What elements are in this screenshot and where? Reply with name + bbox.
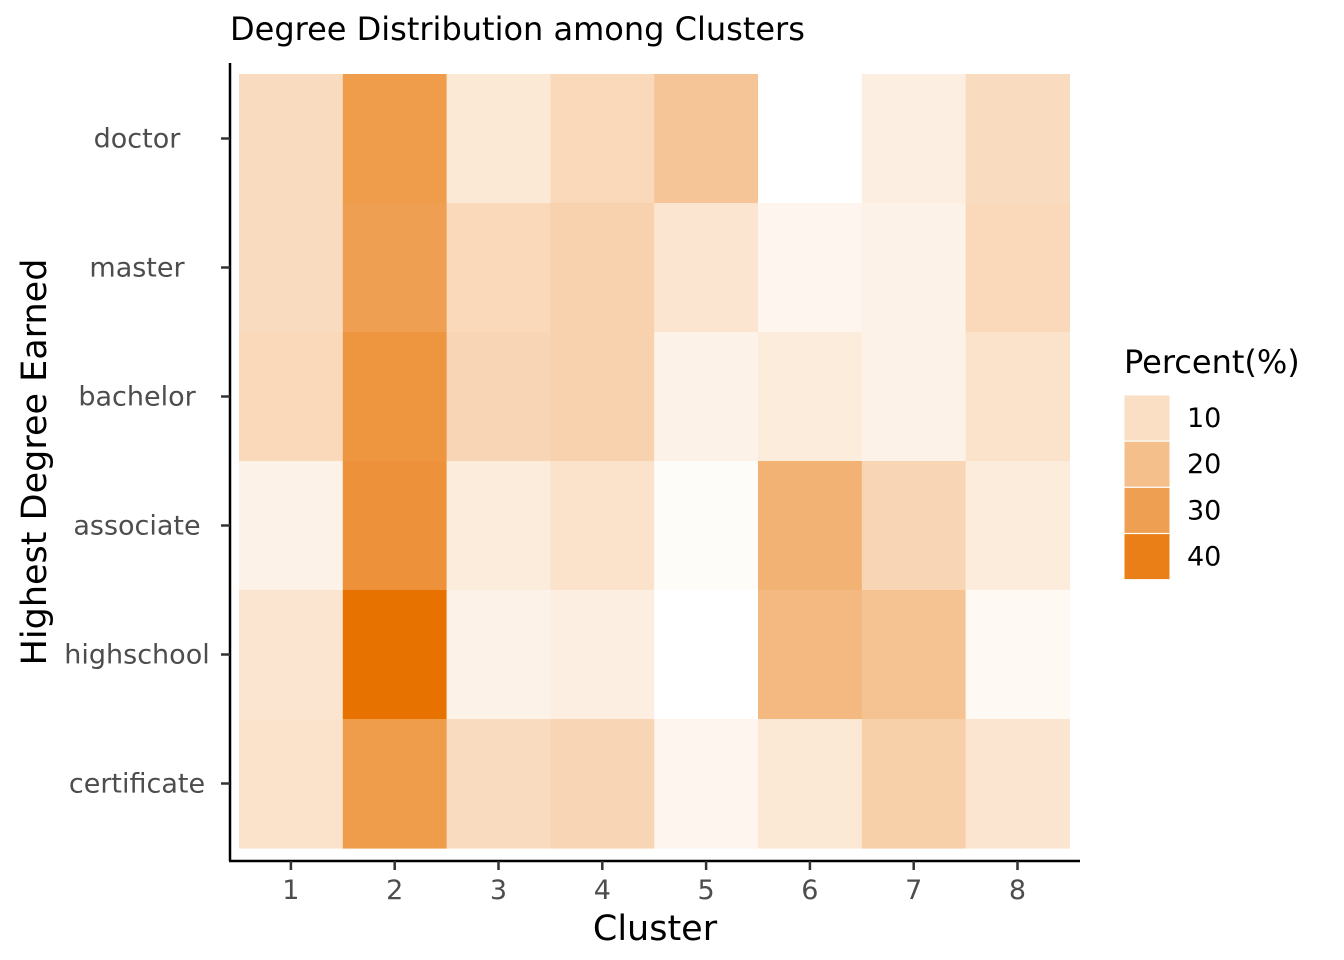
heatmap-cell-doctor-8: [965, 74, 1070, 204]
legend-swatch: [1123, 533, 1171, 581]
heatmap-cell-master-7: [861, 203, 967, 333]
heatmap-cell-master-1: [239, 203, 344, 333]
heatmap-cell-highschool-6: [758, 590, 863, 720]
x-axis-ticks: 1 2 3 4 5 6 7 8: [282, 861, 1026, 906]
heatmap-cell-associate-1: [239, 461, 344, 591]
heatmap-cell-associate-5: [654, 461, 759, 591]
y-tick-label: bachelor: [78, 382, 196, 413]
chart-title: Degree Distribution among Clusters: [230, 10, 805, 48]
x-axis-title: Cluster: [593, 909, 718, 949]
legend-items: 10 20 30 40: [1123, 394, 1221, 581]
heatmap-cells: [239, 74, 1070, 849]
legend-label: 20: [1187, 449, 1221, 480]
heatmap-cell-master-5: [654, 203, 759, 333]
heatmap-cell-certificate-4: [550, 719, 655, 849]
heatmap-cell-associate-3: [446, 461, 551, 591]
heatmap-cell-highschool-2: [342, 590, 448, 720]
heatmap-cell-highschool-3: [446, 590, 551, 720]
legend: Percent(%) 10 20 30 40: [1123, 343, 1300, 581]
heatmap-cell-doctor-1: [239, 74, 344, 204]
heatmap-cell-highschool-5: [654, 590, 759, 720]
heatmap-cell-certificate-7: [861, 719, 967, 849]
heatmap-cell-master-3: [446, 203, 551, 333]
heatmap-cell-certificate-6: [758, 719, 863, 849]
y-axis-title: Highest Degree Earned: [15, 259, 55, 666]
heatmap-cell-bachelor-3: [446, 332, 551, 462]
heatmap-cell-certificate-2: [342, 719, 448, 849]
heatmap-cell-associate-4: [550, 461, 655, 591]
y-tick-label: associate: [73, 511, 200, 542]
y-tick-label: certificate: [69, 769, 205, 800]
heatmap-cell-master-2: [342, 203, 448, 333]
heatmap-cell-highschool-4: [550, 590, 655, 720]
legend-label: 30: [1187, 495, 1221, 526]
legend-label: 10: [1187, 403, 1221, 434]
heatmap-cell-bachelor-7: [861, 332, 967, 462]
heatmap-cell-bachelor-8: [965, 332, 1070, 462]
heatmap-cell-certificate-8: [965, 719, 1070, 849]
heatmap-cell-associate-6: [758, 461, 863, 591]
y-tick-label: highschool: [64, 640, 209, 671]
heatmap-cell-doctor-2: [342, 74, 448, 204]
heatmap-cell-associate-7: [861, 461, 967, 591]
x-tick-label: 7: [905, 875, 922, 906]
legend-swatch: [1123, 486, 1171, 534]
x-tick-label: 6: [801, 875, 818, 906]
x-tick-label: 4: [594, 875, 611, 906]
x-tick-label: 1: [282, 875, 299, 906]
heatmap-cell-bachelor-6: [758, 332, 863, 462]
heatmap-cell-doctor-4: [550, 74, 655, 204]
x-tick-label: 5: [698, 875, 715, 906]
x-tick-label: 8: [1009, 875, 1026, 906]
y-axis-ticks: doctor master bachelor associate highschool c…: [64, 124, 230, 800]
heatmap-cell-highschool-8: [965, 590, 1070, 720]
heatmap-cell-bachelor-4: [550, 332, 655, 462]
heatmap-cell-bachelor-2: [342, 332, 448, 462]
x-tick-label: 3: [490, 875, 507, 906]
y-tick-label: doctor: [94, 124, 182, 155]
heatmap-cell-doctor-7: [861, 74, 967, 204]
y-tick-label: master: [89, 253, 185, 284]
heatmap-cell-doctor-5: [654, 74, 759, 204]
legend-title: Percent(%): [1124, 343, 1300, 381]
heatmap-cell-highschool-1: [239, 590, 344, 720]
heatmap-cell-associate-8: [965, 461, 1070, 591]
heatmap-cell-certificate-5: [654, 719, 759, 849]
legend-swatch: [1123, 394, 1171, 442]
heatmap-cell-certificate-1: [239, 719, 344, 849]
heatmap-cell-doctor-3: [446, 74, 551, 204]
legend-label: 40: [1187, 542, 1221, 573]
heatmap-cell-highschool-7: [861, 590, 967, 720]
heatmap-cell-bachelor-1: [239, 332, 344, 462]
heatmap-cell-master-6: [758, 203, 863, 333]
heatmap-cell-doctor-6: [758, 74, 863, 204]
heatmap-cell-master-8: [965, 203, 1070, 333]
heatmap-cell-associate-2: [342, 461, 448, 591]
heatmap-cell-master-4: [550, 203, 655, 333]
heatmap-cell-certificate-3: [446, 719, 551, 849]
heatmap-cell-bachelor-5: [654, 332, 759, 462]
legend-swatch: [1123, 440, 1171, 488]
x-tick-label: 2: [386, 875, 403, 906]
